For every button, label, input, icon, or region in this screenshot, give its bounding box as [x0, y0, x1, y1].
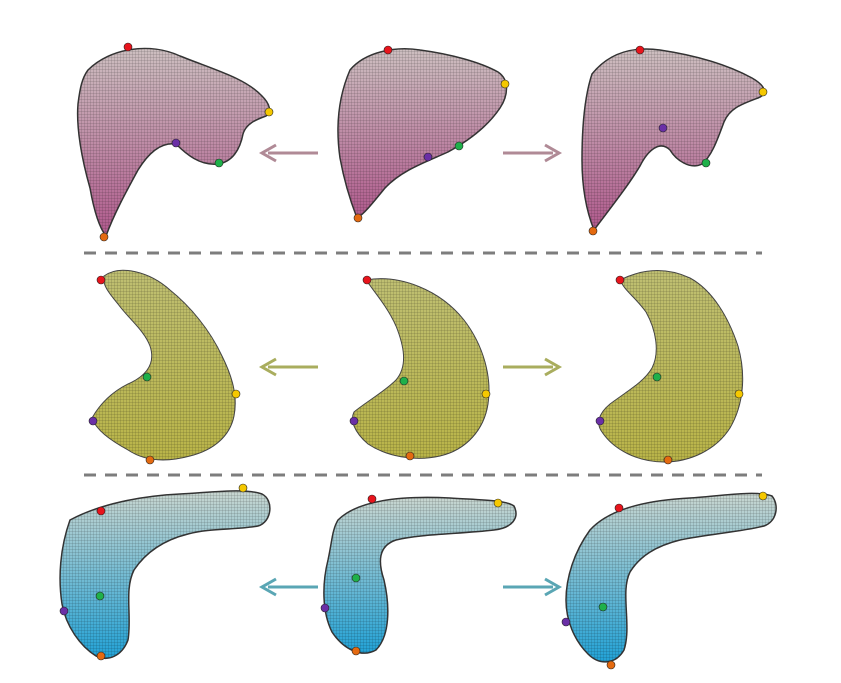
landmark-purple-marker: [171, 138, 181, 148]
pancreas-right-shape: [565, 492, 777, 663]
landmark-yellow-marker: [500, 79, 510, 89]
landmark-yellow-marker: [758, 87, 768, 97]
landmark-green-marker: [214, 158, 224, 168]
landmark-orange-marker: [351, 646, 361, 656]
landmark-purple-marker: [349, 416, 359, 426]
liver-left-arrow: [258, 143, 318, 163]
landmark-yellow-marker: [481, 389, 491, 399]
landmark-red-marker: [615, 275, 625, 285]
pancreas-left-arrow: [258, 577, 318, 597]
pancreas-left-shape: [59, 490, 271, 660]
landmark-purple-marker: [88, 416, 98, 426]
landmark-purple-marker: [561, 617, 571, 627]
landmark-purple-marker: [59, 606, 69, 616]
landmark-green-marker: [598, 602, 608, 612]
liver-row: [76, 47, 765, 238]
landmark-red-marker: [362, 275, 372, 285]
landmark-yellow-marker: [734, 389, 744, 399]
landmark-purple-marker: [320, 603, 330, 613]
landmark-purple-marker: [595, 416, 605, 426]
pancreas-row: [59, 490, 777, 663]
landmark-orange-marker: [145, 455, 155, 465]
landmark-orange-marker: [606, 660, 616, 670]
landmark-orange-marker: [405, 451, 415, 461]
landmark-orange-marker: [353, 213, 363, 223]
landmark-orange-marker: [96, 651, 106, 661]
stomach-right-arrow: [503, 357, 563, 377]
landmark-green-marker: [95, 591, 105, 601]
landmark-green-marker: [454, 141, 464, 151]
landmark-purple-marker: [658, 123, 668, 133]
landmark-orange-marker: [588, 226, 598, 236]
landmark-purple-marker: [423, 152, 433, 162]
landmark-green-marker: [701, 158, 711, 168]
landmark-orange-marker: [99, 232, 109, 242]
landmark-red-marker: [367, 494, 377, 504]
landmark-green-marker: [142, 372, 152, 382]
landmark-yellow-marker: [493, 498, 503, 508]
landmark-markers: [59, 42, 768, 670]
landmark-green-marker: [652, 372, 662, 382]
stomach-left-shape: [91, 269, 236, 461]
landmark-red-marker: [123, 42, 133, 52]
stomach-left-arrow: [258, 357, 318, 377]
pancreas-right-arrow: [503, 577, 563, 597]
landmark-green-marker: [351, 573, 361, 583]
stomach-center-shape: [352, 278, 490, 459]
landmark-yellow-marker: [264, 107, 274, 117]
landmark-red-marker: [383, 45, 393, 55]
landmark-red-marker: [614, 503, 624, 513]
landmark-red-marker: [96, 506, 106, 516]
landmark-red-marker: [635, 45, 645, 55]
liver-right-arrow: [503, 143, 563, 163]
landmark-yellow-marker: [231, 389, 241, 399]
liver-center-shape: [337, 48, 508, 220]
landmark-yellow-marker: [758, 491, 768, 501]
landmark-green-marker: [399, 376, 409, 386]
liver-right-shape: [581, 48, 765, 232]
landmark-yellow-marker: [238, 483, 248, 493]
stomach-right-shape: [598, 270, 744, 463]
landmark-orange-marker: [663, 455, 673, 465]
landmark-red-marker: [96, 275, 106, 285]
stomach-row: [91, 269, 744, 463]
